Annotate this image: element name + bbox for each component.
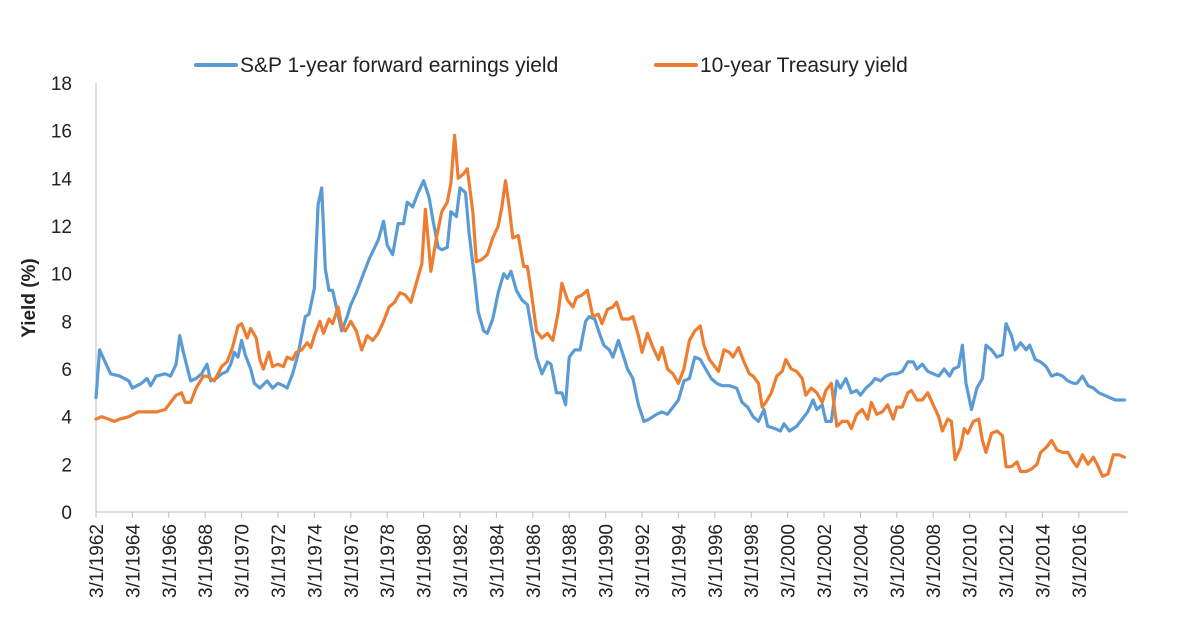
y-tick-label: 12 [51, 217, 72, 238]
x-tick-label: 3/1/1980 [415, 524, 436, 598]
y-axis-title: Yield (%) [19, 258, 40, 338]
y-tick-label: 10 [51, 265, 72, 286]
x-tick-label: 3/1/1964 [123, 524, 144, 598]
x-tick-label: 3/1/1996 [706, 524, 727, 598]
legend: S&P 1-year forward earnings yield 10-year… [194, 54, 908, 77]
legend-item-2: 10-year Treasury yield [654, 54, 908, 77]
y-tick-label: 14 [51, 169, 73, 190]
x-tick-label: 3/1/1992 [633, 524, 654, 598]
x-tick-label: 3/1/2010 [961, 524, 982, 598]
x-tick-label: 3/1/2002 [815, 524, 836, 598]
x-tick-label: 3/1/1974 [305, 524, 326, 598]
x-tick-label: 3/1/2008 [924, 524, 945, 598]
x-tick-label: 3/1/1978 [378, 524, 399, 598]
x-tick-label: 3/1/2016 [1070, 524, 1091, 598]
x-tick-label: 3/1/1986 [524, 524, 545, 598]
x-tick-label: 3/1/2012 [997, 524, 1018, 598]
x-tick-label: 3/1/1966 [160, 524, 181, 598]
y-tick-label: 6 [61, 360, 72, 381]
y-axis: 0 2 4 6 8 10 12 14 16 18 [51, 74, 97, 524]
y-axis-title-group: Yield (%) [19, 258, 40, 338]
legend-label: S&P 1-year forward earnings yield [240, 54, 558, 77]
x-tick-label: 3/1/1990 [597, 524, 618, 598]
y-tick-label: 4 [61, 408, 72, 429]
series-line-1 [94, 179, 1126, 433]
x-tick-label: 3/1/2000 [779, 524, 800, 598]
x-tick-label: 3/1/1976 [342, 524, 363, 598]
x-tick-label: 3/1/1972 [269, 524, 290, 598]
x-tick-label: 3/1/1988 [560, 524, 581, 598]
y-tick-label: 16 [51, 122, 72, 143]
series-layer [94, 133, 1126, 478]
y-tick-label: 8 [61, 312, 72, 333]
x-axis: 3/1/1962 3/1/1964 3/1/1966 3/1/1968 3/1/1970… [87, 511, 1128, 598]
series-line-2 [94, 133, 1126, 478]
x-tick-label: 3/1/1994 [669, 524, 690, 598]
x-tick-label: 3/1/1968 [196, 524, 217, 598]
x-tick-label: 3/1/2014 [1033, 524, 1054, 598]
x-tick-label: 3/1/2004 [851, 524, 872, 598]
x-tick-label: 3/1/1970 [233, 524, 254, 598]
y-tick-label: 0 [61, 503, 72, 524]
x-tick-label: 3/1/1982 [451, 524, 472, 598]
legend-item-1: S&P 1-year forward earnings yield [194, 54, 558, 77]
y-tick-label: 2 [61, 455, 72, 476]
x-tick-label: 3/1/2006 [888, 524, 909, 598]
x-tick-label: 3/1/1962 [87, 524, 108, 598]
x-tick-label: 3/1/1998 [742, 524, 763, 598]
legend-label: 10-year Treasury yield [700, 54, 908, 77]
y-tick-label: 18 [51, 74, 72, 95]
x-tick-label: 3/1/1984 [487, 524, 508, 598]
